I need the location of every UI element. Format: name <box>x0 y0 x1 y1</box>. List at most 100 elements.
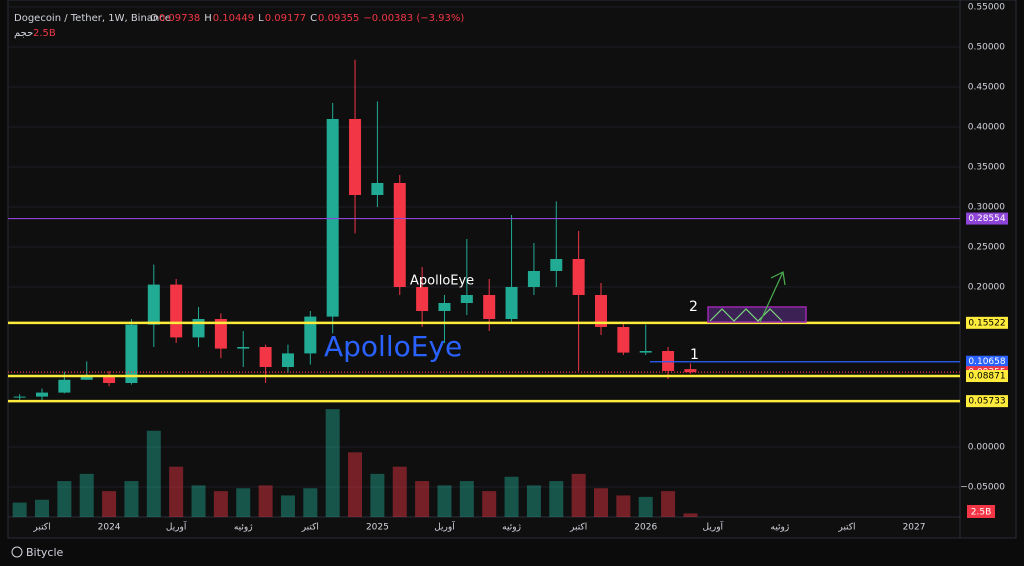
arrow-head <box>770 271 786 286</box>
volume-bar <box>258 485 273 517</box>
volume-bar <box>236 488 251 517</box>
x-tick-label: آوريل <box>434 521 455 533</box>
volume-bar <box>57 481 72 517</box>
volume-axis-box <box>967 505 995 518</box>
watermark-logo <box>11 546 23 558</box>
y-tick-label: 0.25000 <box>968 243 1005 253</box>
symbol-title: Dogecoin / Tether, 1W, Binance <box>14 13 171 24</box>
volume-bar <box>638 496 653 517</box>
candle-body <box>214 319 227 349</box>
level-axis-box <box>966 355 1008 368</box>
ohlc-value: 0.10449 <box>213 13 254 24</box>
volume-bar <box>35 499 49 517</box>
volume-bar <box>459 481 474 517</box>
candles <box>13 59 697 402</box>
volume-bar <box>79 473 94 517</box>
candle-body <box>80 375 93 380</box>
candle-body <box>595 295 607 327</box>
candle-body <box>103 375 116 383</box>
candle-body <box>170 284 183 338</box>
level-axis-label: 0.15522 <box>968 318 1005 328</box>
candle-body <box>304 316 317 354</box>
volume-bar <box>526 485 541 517</box>
ohlc-value: 0.09355 <box>318 13 359 24</box>
volume-pane <box>12 409 698 517</box>
x-tick-label: آوريل <box>166 521 187 533</box>
levels: 0.285540.155220.106580.093550.088710.057… <box>8 212 1008 408</box>
x-tick-label: ژوئيه <box>502 523 521 533</box>
volume-bar <box>616 495 631 517</box>
change-value: −0.00383 (−3.93%) <box>363 13 464 24</box>
candle-body <box>684 369 697 373</box>
volume-bar <box>124 481 139 517</box>
volume-bar <box>280 495 295 517</box>
y-tick-label: 0.45000 <box>968 83 1005 93</box>
volume-bar <box>571 473 586 517</box>
volume-bar <box>482 491 497 517</box>
zigzag <box>709 308 783 322</box>
candle-body <box>438 303 451 311</box>
volume-legend-value: 2.5B <box>33 28 56 39</box>
ohlc-letter: L <box>258 13 264 24</box>
candle-body <box>617 327 630 353</box>
x-tick-label: آوريل <box>703 521 724 533</box>
x-tick-label: 2026 <box>634 523 657 533</box>
volume-bar <box>392 466 407 517</box>
y-tick-label: 0.55000 <box>968 3 1005 13</box>
x-tick-label: 2024 <box>98 523 121 533</box>
candle-body <box>125 324 138 383</box>
candle-body <box>639 351 652 353</box>
ohlc-value: 0.09738 <box>159 13 200 24</box>
volume-bar <box>169 466 184 517</box>
candle-body <box>550 259 563 271</box>
annotation-2: 2 <box>689 299 698 315</box>
volume-bar <box>191 485 206 517</box>
y-tick-label: 0.00000 <box>968 443 1005 453</box>
candle-body <box>416 287 429 311</box>
ohlc-letter: H <box>204 13 212 24</box>
x-tick-label: 2027 <box>903 523 926 533</box>
annotation-small: ApolloEye <box>410 274 474 289</box>
level-axis-box <box>966 395 1008 408</box>
y-tick-label: 0.20000 <box>968 283 1005 293</box>
x-tick-label: 2025 <box>366 523 389 533</box>
x-tick-label: اكتبر <box>301 523 319 533</box>
level-axis-label: 0.08871 <box>968 372 1005 382</box>
candle-body <box>259 347 272 367</box>
y-tick-label: −0.05000 <box>960 483 1005 493</box>
level-axis-box <box>966 212 1008 225</box>
candle-body <box>36 392 48 397</box>
candle-body <box>572 259 585 295</box>
candle-body <box>662 351 675 371</box>
candle-body <box>349 119 362 195</box>
candle-body <box>483 295 496 319</box>
level-axis-label: 0.10658 <box>968 357 1005 367</box>
volume-legend-name: حجم <box>14 28 33 39</box>
y-tick-label: 0.50000 <box>968 43 1005 53</box>
y-tick-label: 0.30000 <box>968 203 1005 213</box>
volume-bar <box>415 481 430 517</box>
y-tick-label: 0.40000 <box>968 123 1005 133</box>
volume-bar <box>661 491 676 517</box>
ohlc-value: 0.09177 <box>265 13 306 24</box>
x-tick-label: اكتبر <box>837 523 855 533</box>
annotation-big: ApolloEye <box>324 330 462 363</box>
candle-body <box>527 271 540 287</box>
volume-bar <box>348 452 363 517</box>
volume-bar <box>370 473 385 517</box>
ohlc-letter: C <box>310 13 317 24</box>
grid: 0.55000 0.50000 0.45000 0.40000 0.35000 0.300… <box>8 3 1005 533</box>
candle-body <box>13 396 26 398</box>
y-tick-label: 0.35000 <box>968 163 1005 173</box>
watermark: Bitycle <box>26 546 64 559</box>
volume-bar <box>594 488 608 517</box>
ohlc-legend: O 0.09738 H 0.10449 L 0.09177 C 0.09355 −0.00383… <box>150 13 464 24</box>
candle-body <box>371 183 384 195</box>
x-tick-label: ژوئيه <box>234 523 253 533</box>
volume-bar <box>102 491 117 517</box>
volume-axis-label: 2.5B <box>971 508 992 518</box>
target-box <box>707 306 807 323</box>
level-axis-box <box>966 316 1008 329</box>
